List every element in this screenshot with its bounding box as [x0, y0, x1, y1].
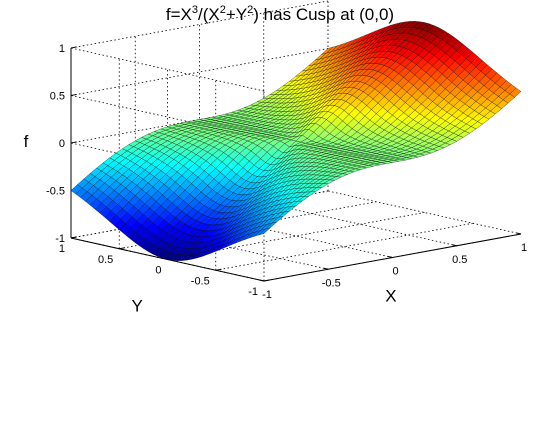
y-tick-mark [215, 268, 222, 271]
y-tick-mark [119, 247, 126, 250]
z-tick-label: 1 [59, 43, 65, 55]
z-axis-label: f [24, 132, 29, 151]
tick-layer: -1-0.500.51-1-0.500.51-1-0.500.51 [46, 43, 527, 301]
y-tick-mark [263, 279, 270, 282]
axis-label-layer: X Yf [24, 132, 397, 316]
gridline-x-floor [327, 190, 522, 235]
title-text: /(X [198, 5, 220, 24]
z-tick-label: -1 [55, 233, 65, 245]
x-tick-mark [452, 244, 457, 247]
z-tick-label: -0.5 [46, 186, 65, 198]
z-tick-label: 0 [59, 138, 65, 150]
z-tick-mark [70, 236, 77, 239]
title-superscript: 3 [191, 4, 199, 16]
z-tick-mark [70, 46, 77, 49]
surface-mesh [70, 21, 522, 261]
x-tick-mark [516, 232, 522, 235]
title-text: +Y [225, 5, 248, 24]
title-superscript: 2 [219, 4, 226, 16]
x-tick-label: 1 [521, 242, 527, 254]
surface-patch [509, 87, 522, 98]
x-tick-label: 0 [392, 266, 398, 278]
title-text: f=X [165, 5, 192, 24]
y-tick-label: 1 [59, 243, 65, 255]
x-tick-mark [388, 256, 393, 258]
x-axis-label: X [385, 286, 396, 305]
y-tick-label: -0.5 [191, 275, 210, 287]
title-text: ) has Cusp at (0,0) [253, 5, 395, 24]
x-tick-label: -0.5 [322, 277, 341, 289]
z-tick-label: 0.5 [50, 91, 65, 103]
y-axis-label: Y [131, 297, 142, 316]
y-tick-label: 0 [155, 265, 161, 277]
z-tick-mark [70, 93, 77, 96]
x-tick-mark [323, 267, 329, 270]
gridline-z-left-wall [70, 47, 265, 92]
gridline-x-floor [263, 202, 457, 247]
z-tick-mark [70, 141, 77, 144]
x-tick-label: 0.5 [452, 254, 467, 266]
y-tick-label: -1 [248, 286, 258, 298]
y-tick-label: 0.5 [98, 254, 113, 266]
x-tick-label: -1 [262, 289, 272, 301]
x-tick-mark [259, 279, 265, 282]
chart-title: f=X3/(X2+Y2) has Cusp at (0,0) [0, 4, 560, 25]
title-superscript: 2 [247, 4, 254, 16]
